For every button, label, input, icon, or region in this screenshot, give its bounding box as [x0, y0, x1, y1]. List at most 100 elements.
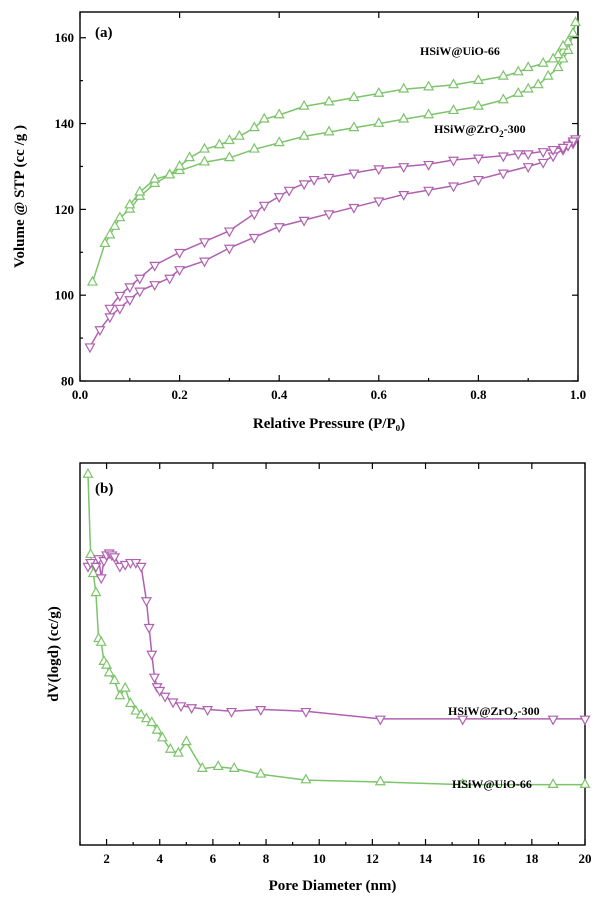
x-tick-label: 0.2 [171, 387, 187, 402]
series-0-point [273, 136, 285, 147]
series-0-point [196, 762, 208, 772]
series-1-point [95, 574, 107, 585]
series-1-point [198, 238, 211, 249]
series-1-point [119, 560, 131, 571]
series-0-point [180, 735, 192, 746]
series-0-point [323, 125, 335, 136]
series-0-point [248, 121, 260, 132]
series-0-point [522, 82, 534, 93]
series-1-point [547, 715, 559, 726]
series-0-point [512, 65, 524, 76]
series-1-point [202, 706, 214, 716]
series-1-point [164, 274, 176, 285]
series-0-point [248, 142, 260, 153]
series-1-point [348, 169, 360, 180]
series-0-point [101, 658, 113, 669]
series-1-point [223, 227, 235, 238]
series-1-point [143, 623, 155, 634]
series-0-point [472, 74, 484, 85]
series-0-point [497, 69, 509, 80]
series-label-main: HSiW@UiO-66 [452, 777, 532, 791]
series-0-point [213, 138, 225, 149]
series-1-point [522, 163, 534, 174]
series-1-point [547, 145, 559, 156]
panel-b-pore-distribution-chart: 2 4 6 8 10 12 14 16 18 20 Pore Diameter (nm) dV(log… [46, 462, 592, 894]
x-tick-label: 2 [103, 851, 110, 866]
series-0-point [95, 635, 107, 646]
series-0-point [124, 198, 136, 209]
series-0-point [373, 86, 385, 97]
x-tick-label: 14 [419, 851, 433, 866]
series-0-point [547, 52, 559, 63]
series-label-subscript: 2 [513, 711, 518, 721]
x-tick-label: 0.8 [470, 387, 487, 402]
series-0-point [562, 35, 574, 46]
series-label-0: HSiW@UiO-66 [452, 777, 532, 791]
plot-frame [79, 462, 586, 846]
series-1-point [579, 715, 591, 726]
series-0-point [447, 78, 460, 89]
series-1-point [186, 704, 198, 715]
x-tick-label: 10 [313, 851, 326, 866]
series-0-point [398, 82, 410, 93]
y-tick-label: 120 [55, 202, 75, 217]
series-1-point [537, 148, 549, 159]
series-1-point [398, 163, 410, 174]
series-0-point [447, 104, 460, 115]
series-0-point [86, 275, 98, 286]
series-0-point [497, 93, 509, 104]
y-tick-label: 80 [61, 374, 74, 389]
series-0-point [223, 134, 235, 145]
panel-label: (b) [95, 481, 113, 497]
series-1-point [149, 261, 161, 272]
series-1-point [374, 715, 386, 726]
series-1-point [298, 180, 310, 191]
series-0-point [423, 80, 435, 91]
series-0-point [87, 567, 99, 578]
series-0-point [82, 467, 94, 478]
series-0-point [172, 746, 184, 757]
series-0-point [198, 155, 211, 166]
series-1-point [497, 169, 509, 180]
series-1-point [124, 296, 136, 307]
panel-label: (a) [95, 25, 113, 41]
series-0-point [547, 778, 559, 788]
series-0-point [212, 760, 224, 771]
series-1-point [198, 257, 211, 268]
series-0-point [130, 704, 142, 715]
series-1-point [557, 143, 569, 154]
series-1-point [512, 150, 524, 161]
series-label-0: HSiW@UiO-66 [420, 44, 500, 58]
series-1-point [149, 281, 161, 292]
series-1-point [398, 191, 410, 201]
series-0-point [174, 159, 186, 170]
series-0-point [85, 548, 97, 559]
series-0-point [569, 16, 582, 27]
series-0-point [103, 666, 115, 677]
series-0-point [90, 586, 102, 597]
series-0-point [457, 778, 469, 788]
series-0-point [423, 108, 435, 119]
series-0-point [156, 731, 168, 742]
series-0-point [134, 185, 146, 196]
series-0-point [398, 112, 410, 123]
x-tick-label: 12 [366, 851, 379, 866]
series-1-point [373, 165, 385, 176]
series-1-point [94, 326, 106, 337]
x-tick-label: 0.0 [72, 387, 88, 402]
series-1-point [457, 715, 469, 726]
x-tick-label: 4 [156, 851, 163, 866]
series-0-point [140, 712, 152, 723]
series-0-point [114, 211, 126, 222]
y-tick-label: 140 [55, 116, 75, 131]
series-0-point [348, 91, 360, 102]
series-0-point [300, 773, 312, 784]
series-1-point [154, 686, 166, 697]
series-1-point [248, 210, 260, 221]
series-0-point [223, 151, 235, 162]
series-0-point [373, 116, 385, 127]
x-tick-label: 6 [210, 851, 217, 866]
series-1-point [174, 248, 186, 259]
series-0-point [298, 129, 310, 140]
